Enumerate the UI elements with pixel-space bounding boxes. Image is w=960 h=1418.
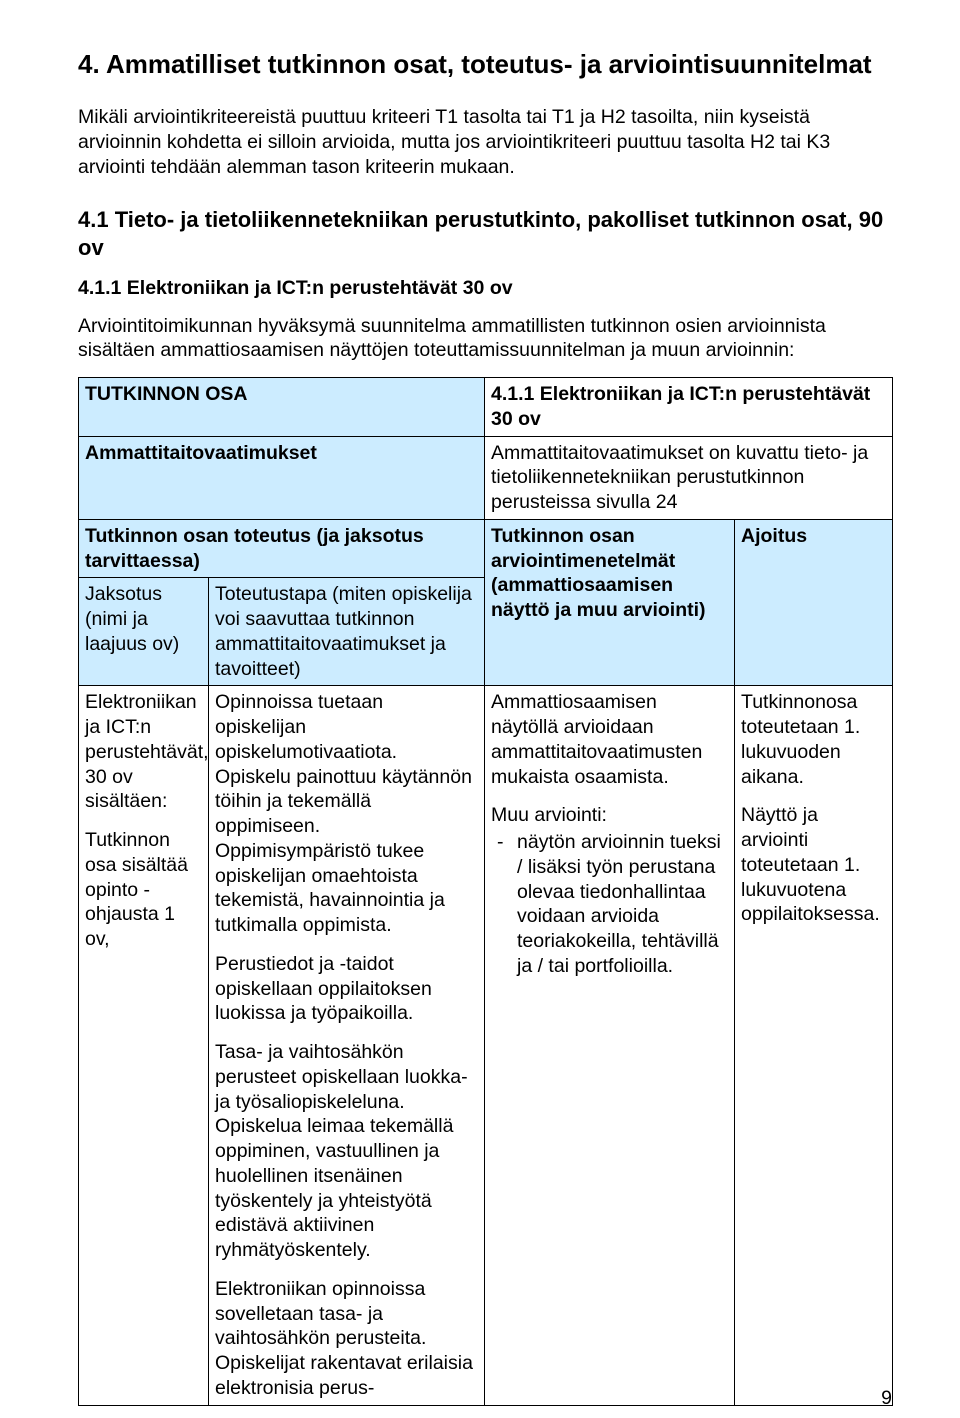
table-row: Elektroniikan ja ICT:n perustehtävät, 30… xyxy=(79,686,893,1405)
cell-tutkinnon-osa-label: TUTKINNON OSA xyxy=(79,378,485,437)
table-row: Tutkinnon osan toteutus (ja jaksotus tar… xyxy=(79,519,893,578)
page-number: 9 xyxy=(881,1387,892,1410)
cell-tutkinnon-osa-value: 4.1.1 Elektroniikan ja ICT:n perustehtäv… xyxy=(485,378,893,437)
cell-ajoitus-content: Tutkinnonosa toteutetaan 1. lukuvuoden a… xyxy=(735,686,893,1405)
document-page: 4. Ammatilliset tutkinnon osat, toteutus… xyxy=(0,0,960,1418)
list-item: näytön arvioinnin tueksi / lisäksi työn … xyxy=(517,830,728,979)
subsection-4-1-heading: 4.1 Tieto- ja tietoliikennetekniikan per… xyxy=(78,206,892,263)
curriculum-table: TUTKINNON OSA 4.1.1 Elektroniikan ja ICT… xyxy=(78,377,893,1406)
table-row: TUTKINNON OSA 4.1.1 Elektroniikan ja ICT… xyxy=(79,378,893,437)
subsection-4-1-1-intro: Arviointitoimikunnan hyväksymä suunnitel… xyxy=(78,314,892,364)
cell-jaksotus-header: Jaksotus (nimi ja laajuus ov) xyxy=(79,578,209,686)
section-heading: 4. Ammatilliset tutkinnon osat, toteutus… xyxy=(78,48,892,81)
cell-jaksotus-content: Elektroniikan ja ICT:n perustehtävät, 30… xyxy=(79,686,209,1405)
cell-ajoitus-header: Ajoitus xyxy=(735,519,893,686)
cell-toteutustapa-header: Toteutustapa (miten opiskelija voi saavu… xyxy=(209,578,485,686)
table-row: Ammattitaitovaatimukset Ammattitaitovaat… xyxy=(79,436,893,519)
section-intro-paragraph: Mikäli arviointikriteereistä puuttuu kri… xyxy=(78,105,892,179)
muu-arviointi-list: näytön arvioinnin tueksi / lisäksi työn … xyxy=(491,830,728,979)
cell-toteutus-header: Tutkinnon osan toteutus (ja jaksotus tar… xyxy=(79,519,485,578)
cell-arviointi-content: Ammattiosaamisen näytöllä arvioidaan amm… xyxy=(485,686,735,1405)
cell-arviointimenetelmat-header: Tutkinnon osan arviointimenetelmät (amma… xyxy=(485,519,735,686)
cell-ammattitaitovaatimukset-label: Ammattitaitovaatimukset xyxy=(79,436,485,519)
cell-ammattitaitovaatimukset-value: Ammattitaitovaatimukset on kuvattu tieto… xyxy=(485,436,893,519)
cell-toteutustapa-content: Opinnoissa tuetaan opiskelijan opiskelum… xyxy=(209,686,485,1405)
subsection-4-1-1-heading: 4.1.1 Elektroniikan ja ICT:n perustehtäv… xyxy=(78,277,892,300)
